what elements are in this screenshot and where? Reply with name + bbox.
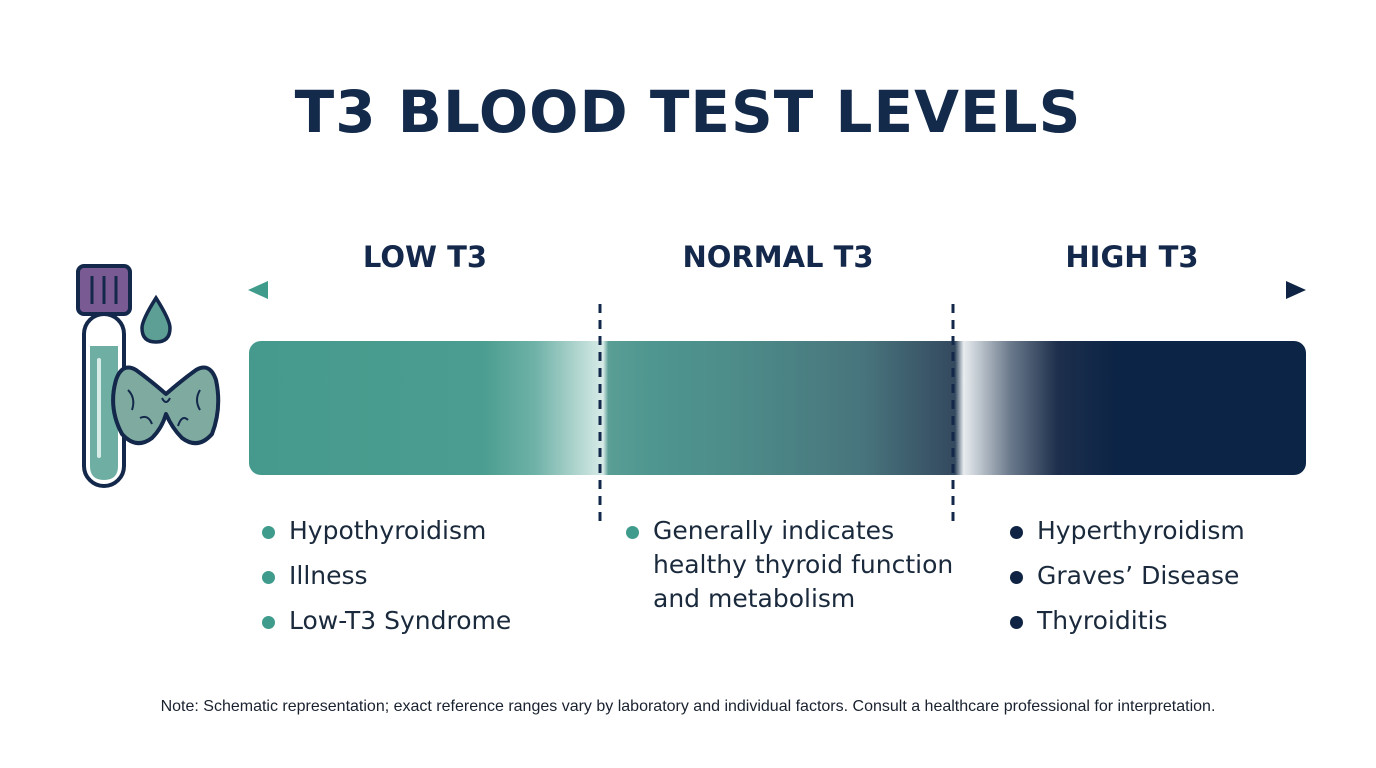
divider-normal-high	[951, 304, 955, 524]
bullet-dot-icon	[626, 526, 639, 539]
thyroid-icon	[111, 365, 221, 446]
bullet-dot-icon	[262, 616, 275, 629]
bullet-dot-icon	[1010, 571, 1023, 584]
blood-drop-icon	[140, 294, 172, 344]
zone-label-low: LOW T3	[362, 240, 488, 274]
high-causes-list: Hyperthyroidism Graves’ Disease Thyroidi…	[1010, 514, 1245, 649]
list-item: Illness	[262, 559, 511, 593]
bullet-dot-icon	[262, 526, 275, 539]
list-item: Hypothyroidism	[262, 514, 511, 548]
list-item: Hyperthyroidism	[1010, 514, 1245, 548]
list-item: Generally indicates healthy thyroid func…	[626, 514, 956, 616]
disclaimer-note: Note: Schematic representation; exact re…	[160, 698, 1216, 715]
list-item: Low-T3 Syndrome	[262, 604, 511, 638]
normal-description-list: Generally indicates healthy thyroid func…	[626, 514, 956, 627]
list-item: Thyroiditis	[1010, 604, 1245, 638]
level-gradient-bar	[249, 341, 1306, 475]
level-axis-arrow	[248, 281, 1306, 299]
low-causes-list: Hypothyroidism Illness Low-T3 Syndrome	[262, 514, 511, 649]
arrow-left-icon	[248, 281, 268, 299]
bullet-dot-icon	[1010, 616, 1023, 629]
list-item: Graves’ Disease	[1010, 559, 1245, 593]
zone-label-normal: NORMAL T3	[682, 240, 874, 274]
arrow-right-icon	[1286, 281, 1306, 299]
bullet-dot-icon	[1010, 526, 1023, 539]
illustration	[76, 264, 221, 488]
divider-low-normal	[598, 304, 602, 524]
test-tube-icon	[76, 264, 132, 488]
zone-label-high: HIGH T3	[1065, 240, 1199, 274]
bullet-dot-icon	[262, 571, 275, 584]
page-title: T3 BLOOD TEST LEVELS	[294, 78, 1082, 146]
